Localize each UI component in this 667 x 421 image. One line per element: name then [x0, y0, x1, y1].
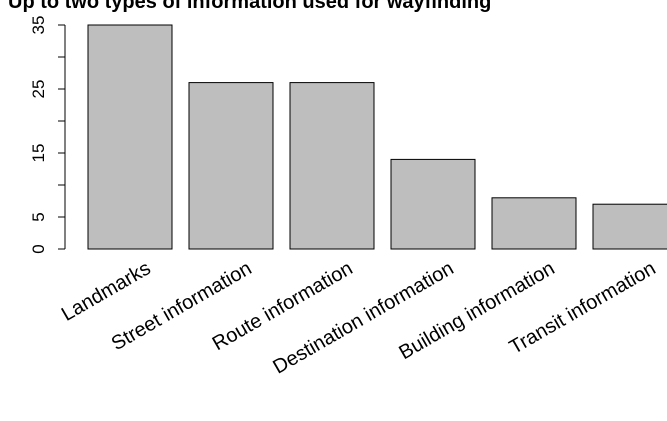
bar-landmarks	[87, 24, 173, 250]
bars	[87, 24, 667, 250]
y-axis: 0 5 15 25 35	[29, 16, 66, 254]
x-category-label: Landmarks	[58, 257, 155, 326]
bar-building-information	[491, 197, 577, 250]
bar-transit-information	[592, 203, 667, 250]
y-tick-label: 0	[29, 244, 48, 253]
y-tick-label: 5	[29, 212, 48, 221]
bar-destination-information	[390, 158, 476, 250]
bar-route-information	[289, 82, 375, 250]
x-category-label: Destination information	[269, 257, 457, 378]
bar-street-information	[188, 82, 274, 250]
y-tick-label: 35	[29, 16, 48, 35]
y-tick-label: 15	[29, 144, 48, 163]
chart-title: Up to two types of information used for …	[8, 0, 491, 13]
y-tick-label: 25	[29, 80, 48, 99]
